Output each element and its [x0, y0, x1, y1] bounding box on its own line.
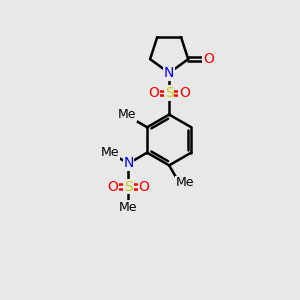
- Text: Me: Me: [101, 146, 119, 159]
- Text: O: O: [203, 52, 214, 66]
- Text: S: S: [124, 179, 133, 194]
- Text: Me: Me: [175, 176, 194, 189]
- Text: N: N: [123, 156, 134, 170]
- Text: O: O: [108, 179, 118, 194]
- Text: O: O: [179, 86, 190, 100]
- Text: O: O: [148, 86, 159, 100]
- Text: Me: Me: [118, 108, 136, 122]
- Text: N: N: [164, 66, 174, 80]
- Text: Me: Me: [119, 201, 138, 214]
- Text: O: O: [138, 179, 149, 194]
- Text: S: S: [165, 86, 173, 100]
